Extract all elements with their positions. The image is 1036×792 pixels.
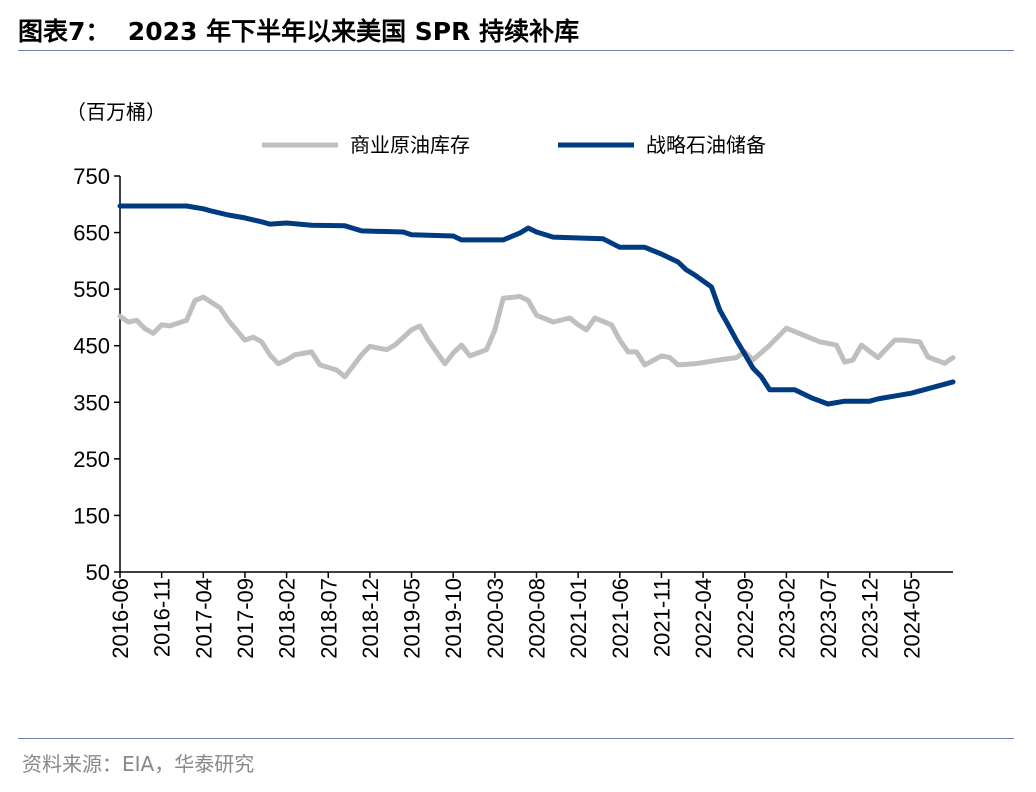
y-tick-label: 650 (73, 221, 110, 246)
x-tick-label: 2017-04 (191, 578, 216, 659)
y-tick-label: 250 (73, 447, 110, 472)
x-tick-label: 2021-06 (608, 578, 633, 659)
x-tick-label: 2022-04 (691, 578, 716, 659)
x-tick-label: 2019-10 (441, 578, 466, 659)
x-tick-label: 2016-11 (150, 578, 175, 657)
legend-label: 战略石油储备 (646, 133, 766, 157)
x-tick-label: 2018-07 (316, 578, 341, 659)
chart-title: 图表7： 2023 年下半年以来美国 SPR 持续补库 (18, 17, 580, 46)
x-tick-label: 2017-09 (233, 578, 258, 659)
x-tick-label: 2016-06 (108, 578, 133, 659)
spr-series-line (117, 203, 956, 407)
x-tick-label: 2021-01 (566, 578, 591, 659)
y-tick-label: 50 (86, 560, 110, 585)
y-tick-label: 450 (73, 334, 110, 359)
y-tick-label: 750 (73, 164, 110, 189)
x-tick-label: 2020-03 (483, 578, 508, 659)
x-tick-label: 2022-09 (733, 578, 758, 659)
y-tick-label: 150 (73, 503, 110, 528)
x-tick-label: 2020-08 (525, 578, 550, 659)
y-tick-label: 550 (73, 277, 110, 302)
x-tick-label: 2018-02 (275, 578, 300, 659)
footer-divider (18, 738, 1014, 739)
y-axis-unit-label: （百万桶） (66, 100, 166, 124)
legend-label: 商业原油库存 (350, 133, 470, 157)
commercial-crude-series-line (117, 294, 956, 380)
source-note: 资料来源：EIA，华泰研究 (22, 752, 255, 776)
x-tick-label: 2021-11 (649, 578, 674, 657)
x-tick-label: 2019-05 (400, 578, 425, 659)
x-tick-label: 2018-12 (358, 578, 383, 659)
title-divider (18, 50, 1014, 51)
x-tick-label: 2023-07 (816, 578, 841, 659)
x-tick-label: 2023-12 (858, 578, 883, 659)
x-tick-label: 2024-05 (899, 578, 924, 659)
x-tick-label: 2023-02 (774, 578, 799, 659)
y-tick-label: 350 (73, 390, 110, 415)
